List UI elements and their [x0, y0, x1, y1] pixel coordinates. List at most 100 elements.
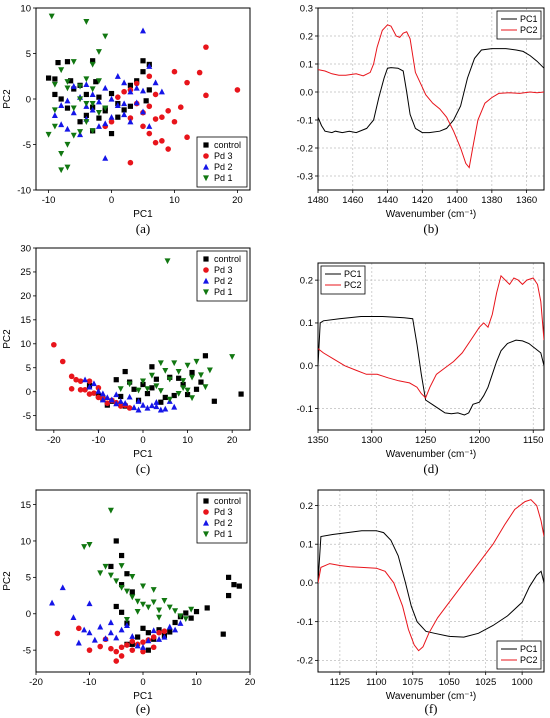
data-point [184, 387, 191, 394]
data-point [55, 60, 61, 66]
data-point [158, 399, 164, 405]
data-point [152, 79, 159, 86]
data-point [140, 69, 146, 75]
data-point [102, 563, 109, 570]
data-point [197, 372, 204, 379]
data-point [70, 614, 77, 620]
data-point [86, 647, 93, 653]
data-point [58, 151, 65, 157]
data-point [51, 107, 58, 114]
data-point [157, 388, 164, 394]
data-point [129, 574, 136, 580]
data-point [189, 395, 196, 402]
legend-label: Pd 3 [214, 151, 233, 161]
data-point [172, 619, 178, 626]
data-point [171, 392, 177, 399]
data-point [114, 73, 121, 79]
data-point [124, 571, 130, 577]
data-point [133, 99, 140, 106]
data-point [143, 98, 149, 104]
y-tick-label: 0.0 [300, 361, 313, 372]
data-point [184, 391, 191, 398]
legend-swatch [203, 256, 209, 262]
y-tick-label: 5 [26, 573, 31, 584]
legend-swatch [203, 498, 209, 504]
data-point [145, 647, 151, 653]
y-tick-label: -5 [23, 645, 31, 656]
data-point [204, 605, 210, 611]
data-point [83, 100, 90, 107]
data-point [113, 400, 120, 407]
panel-caption: (d) [423, 461, 438, 476]
data-point [89, 128, 96, 135]
x-tick-label: -20 [29, 677, 43, 688]
data-point [83, 91, 89, 98]
data-point [107, 619, 114, 626]
x-tick-label: 1075 [402, 677, 423, 688]
data-point [64, 105, 71, 111]
x-tick-label: 1360 [516, 195, 537, 206]
data-point [211, 398, 217, 404]
data-point [166, 396, 173, 403]
data-point [126, 393, 133, 400]
y-tick-label: -0.2 [297, 143, 313, 154]
data-point [102, 635, 109, 642]
legend-box [496, 640, 542, 670]
x-tick-label: -10 [92, 435, 106, 446]
data-point [86, 391, 93, 397]
data-point [95, 98, 102, 105]
series-pd-3 [51, 341, 133, 411]
data-point [108, 396, 115, 403]
data-point [77, 119, 83, 125]
data-point [58, 67, 65, 74]
x-tick-label: 0 [140, 677, 145, 688]
data-point [73, 376, 79, 383]
data-point [131, 386, 137, 392]
data-point [114, 102, 121, 108]
data-point [177, 613, 184, 620]
data-point [156, 614, 163, 621]
data-point [234, 87, 241, 93]
x-tick-label: 20 [227, 435, 238, 446]
panel-caption: (b) [423, 221, 438, 236]
data-point [140, 381, 146, 388]
data-point [226, 574, 232, 580]
data-point [89, 100, 96, 107]
data-point [86, 629, 93, 636]
data-point [95, 123, 102, 129]
x-tick-label: 1460 [342, 195, 363, 206]
data-point [133, 80, 140, 87]
data-point [129, 641, 135, 647]
data-point [180, 385, 187, 392]
data-point [206, 367, 213, 374]
data-point [64, 125, 71, 132]
data-point [162, 405, 169, 412]
data-point [150, 644, 157, 651]
data-point [77, 386, 84, 393]
x-tick-label: 10 [169, 195, 180, 206]
data-point [198, 379, 204, 385]
data-point [188, 615, 194, 621]
data-point [86, 383, 93, 390]
legend-label: Pd 2 [214, 276, 233, 286]
data-point [86, 542, 93, 548]
data-point [150, 634, 157, 640]
y-tick-label: 0.2 [300, 275, 313, 286]
data-point [108, 563, 114, 570]
legend-swatch [203, 289, 209, 296]
x-tick-label: 1100 [366, 677, 386, 688]
x-tick-label: 1050 [439, 677, 460, 688]
series-pd-2 [51, 27, 165, 161]
series-pd-1 [81, 507, 195, 623]
data-point [161, 628, 168, 635]
x-tick-label: 1400 [447, 195, 468, 206]
data-point [64, 59, 71, 65]
data-point [196, 69, 203, 76]
x-tick-label: 1420 [412, 195, 433, 206]
data-point [226, 592, 232, 599]
data-point [113, 658, 120, 664]
y-tick-label: 5 [26, 363, 31, 374]
